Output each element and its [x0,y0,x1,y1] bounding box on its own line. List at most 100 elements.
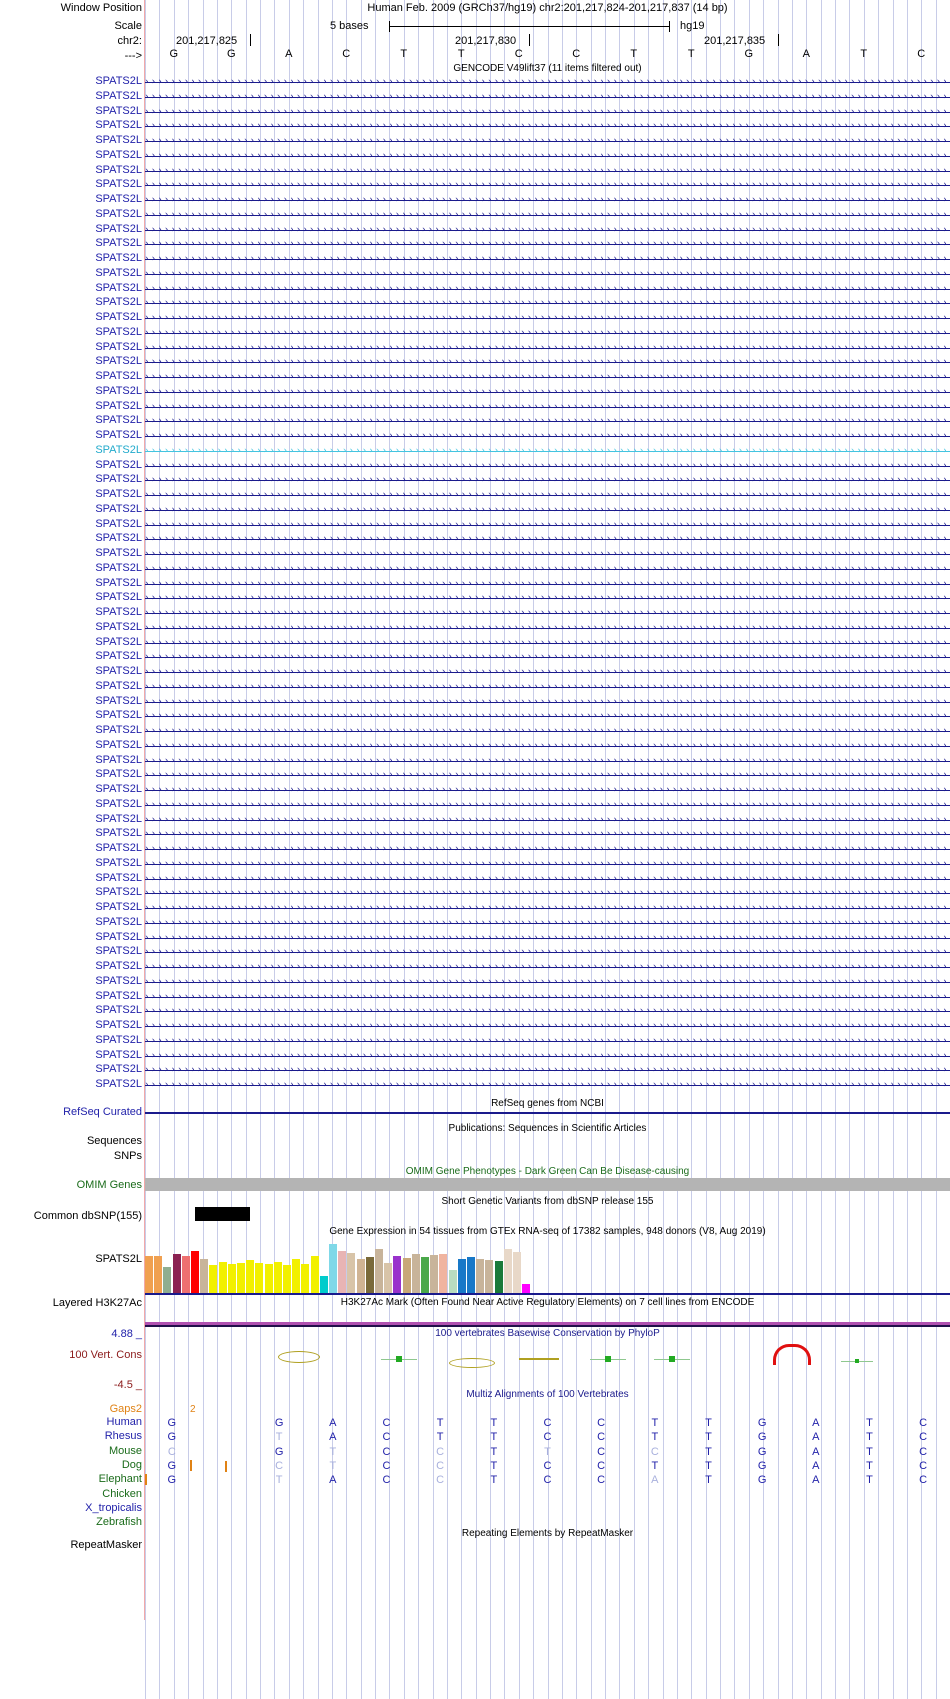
species-row[interactable]: Zebrafish [0,1517,950,1530]
gene-row-label[interactable]: SPATS2L [95,1034,142,1046]
gene-row[interactable]: SPATS2L › › › › › › › › › › › › › › › › ›… [0,504,950,517]
gene-row-label[interactable]: SPATS2L [95,872,142,884]
gene-row-label[interactable]: SPATS2L [95,414,142,426]
species-label[interactable]: Chicken [102,1488,142,1500]
species-label[interactable]: Dog [121,1459,142,1471]
gene-row-label[interactable]: SPATS2L [95,75,142,87]
gene-row-label[interactable]: SPATS2L [95,665,142,677]
gene-row-label[interactable]: SPATS2L [95,813,142,825]
gene-row[interactable]: SPATS2L › › › › › › › › › › › › › › › › ›… [0,828,950,841]
gtex-tissue-bar[interactable] [311,1256,319,1293]
gene-row[interactable]: SPATS2L › › › › › › › › › › › › › › › › ›… [0,135,950,148]
gene-row[interactable]: SPATS2L › › › › › › › › › › › › › › › › ›… [0,902,950,915]
gtex-tissue-bar[interactable] [209,1265,217,1293]
gtex-tissue-bar[interactable] [513,1252,521,1293]
gene-row-label[interactable]: SPATS2L [95,370,142,382]
gene-row-label[interactable]: SPATS2L [95,105,142,117]
gene-row[interactable]: SPATS2L › › › › › › › › › › › › › › › › ›… [0,917,950,930]
gene-row[interactable]: SPATS2L › › › › › › › › › › › › › › › › ›… [0,814,950,827]
gene-row-label[interactable]: SPATS2L [95,1019,142,1031]
gene-row-label[interactable]: SPATS2L [95,1004,142,1016]
gtex-tissue-bar[interactable] [329,1244,337,1293]
gene-row[interactable]: SPATS2L › › › › › › › › › › › › › › › › ›… [0,371,950,384]
gene-row-label[interactable]: SPATS2L [95,459,142,471]
gtex-tissue-bar[interactable] [485,1260,493,1293]
gtex-tissue-bar[interactable] [173,1254,181,1293]
gene-row-label[interactable]: SPATS2L [95,1063,142,1075]
gene-row[interactable]: SPATS2L › › › › › › › › › › › › › › › › ›… [0,843,950,856]
gene-row-label[interactable]: SPATS2L [95,621,142,633]
gene-row[interactable]: SPATS2L › › › › › › › › › › › › › › › › ›… [0,1020,950,1033]
gtex-tissue-bar[interactable] [522,1284,530,1293]
gene-row[interactable]: SPATS2L › › › › › › › › › › › › › › › › ›… [0,725,950,738]
gtex-tissue-bar[interactable] [504,1249,512,1293]
species-label[interactable]: Mouse [108,1445,142,1457]
gene-row-label[interactable]: SPATS2L [95,252,142,264]
gene-row-label[interactable]: SPATS2L [95,429,142,441]
gene-row-label[interactable]: SPATS2L [95,282,142,294]
dbsnp-variant-block[interactable] [195,1207,250,1221]
gene-row-label[interactable]: SPATS2L [95,400,142,412]
gene-row-label[interactable]: SPATS2L [95,754,142,766]
gene-row[interactable]: SPATS2L › › › › › › › › › › › › › › › › ›… [0,283,950,296]
gene-row[interactable]: SPATS2L › › › › › › › › › › › › › › › › ›… [0,445,950,458]
gtex-tissue-bar[interactable] [283,1265,291,1293]
gtex-tissue-bar[interactable] [292,1259,300,1293]
gene-row[interactable]: SPATS2L › › › › › › › › › › › › › › › › ›… [0,681,950,694]
gene-row[interactable]: SPATS2L › › › › › › › › › › › › › › › › ›… [0,106,950,119]
gene-row-label[interactable]: SPATS2L [95,1049,142,1061]
gene-row[interactable]: SPATS2L › › › › › › › › › › › › › › › › ›… [0,297,950,310]
gtex-tissue-bar[interactable] [430,1255,438,1293]
label-refseq-curated[interactable]: RefSeq Curated [63,1106,142,1118]
gtex-tissue-bar[interactable] [274,1262,282,1293]
gtex-tissue-bar[interactable] [182,1256,190,1293]
gene-row-label[interactable]: SPATS2L [95,90,142,102]
gene-row[interactable]: SPATS2L › › › › › › › › › › › › › › › › ›… [0,120,950,133]
gene-row[interactable]: SPATS2L › › › › › › › › › › › › › › › › ›… [0,386,950,399]
gtex-tissue-bar[interactable] [458,1259,466,1293]
gene-row[interactable]: SPATS2L › › › › › › › › › › › › › › › › ›… [0,755,950,768]
label-chrom[interactable]: chr2: [117,35,142,47]
gtex-tissue-bar[interactable] [163,1267,171,1293]
gtex-tissue-bar[interactable] [237,1263,245,1293]
species-row[interactable]: Chicken [0,1489,950,1502]
gtex-tissue-bar[interactable] [357,1259,365,1293]
gene-row-label[interactable]: SPATS2L [95,444,142,456]
gtex-tissue-bar[interactable] [476,1259,484,1293]
label-sequences[interactable]: Sequences [86,1135,142,1147]
gene-row-label[interactable]: SPATS2L [95,1078,142,1090]
gene-row-label[interactable]: SPATS2L [95,783,142,795]
gene-row[interactable]: SPATS2L › › › › › › › › › › › › › › › › ›… [0,238,950,251]
gtex-tissue-bar[interactable] [191,1251,199,1293]
gene-row-label[interactable]: SPATS2L [95,827,142,839]
gtex-tissue-bar[interactable] [320,1276,328,1293]
gene-row[interactable]: SPATS2L › › › › › › › › › › › › › › › › ›… [0,327,950,340]
gene-row-label[interactable]: SPATS2L [95,591,142,603]
gtex-tissue-bar[interactable] [421,1257,429,1293]
gene-row[interactable]: SPATS2L › › › › › › › › › › › › › › › › ›… [0,415,950,428]
gtex-tissue-bar[interactable] [255,1263,263,1293]
species-row[interactable]: Mouse C G T C C T T C C T G A T C [0,1446,950,1459]
gene-row-label[interactable]: SPATS2L [95,518,142,530]
gene-row-label[interactable]: SPATS2L [95,931,142,943]
gtex-tissue-bar[interactable] [366,1257,374,1293]
label-window-position[interactable]: Window Position [60,2,142,14]
gene-row[interactable]: SPATS2L › › › › › › › › › › › › › › › › ›… [0,76,950,89]
species-row[interactable]: Rhesus G T A C T T C C T T G A T C [0,1431,950,1444]
gene-row[interactable]: SPATS2L › › › › › › › › › › › › › › › › ›… [0,873,950,886]
gene-row-label[interactable]: SPATS2L [95,223,142,235]
gene-row[interactable]: SPATS2L › › › › › › › › › › › › › › › › ›… [0,179,950,192]
gene-row[interactable]: SPATS2L › › › › › › › › › › › › › › › › ›… [0,1035,950,1048]
gene-row[interactable]: SPATS2L › › › › › › › › › › › › › › › › ›… [0,430,950,443]
gene-row[interactable]: SPATS2L › › › › › › › › › › › › › › › › ›… [0,312,950,325]
species-label[interactable]: Human [106,1416,142,1428]
gene-row-label[interactable]: SPATS2L [95,886,142,898]
gene-row[interactable]: SPATS2L › › › › › › › › › › › › › › › › ›… [0,460,950,473]
label-layered-h3k27ac[interactable]: Layered H3K27Ac [52,1297,142,1309]
gene-row[interactable]: SPATS2L › › › › › › › › › › › › › › › › ›… [0,961,950,974]
gene-row[interactable]: SPATS2L › › › › › › › › › › › › › › › › ›… [0,91,950,104]
gtex-tissue-bar[interactable] [219,1262,227,1293]
label-common-dbsnp[interactable]: Common dbSNP(155) [33,1210,142,1222]
gene-row-label[interactable]: SPATS2L [95,945,142,957]
gene-row-label[interactable]: SPATS2L [95,724,142,736]
